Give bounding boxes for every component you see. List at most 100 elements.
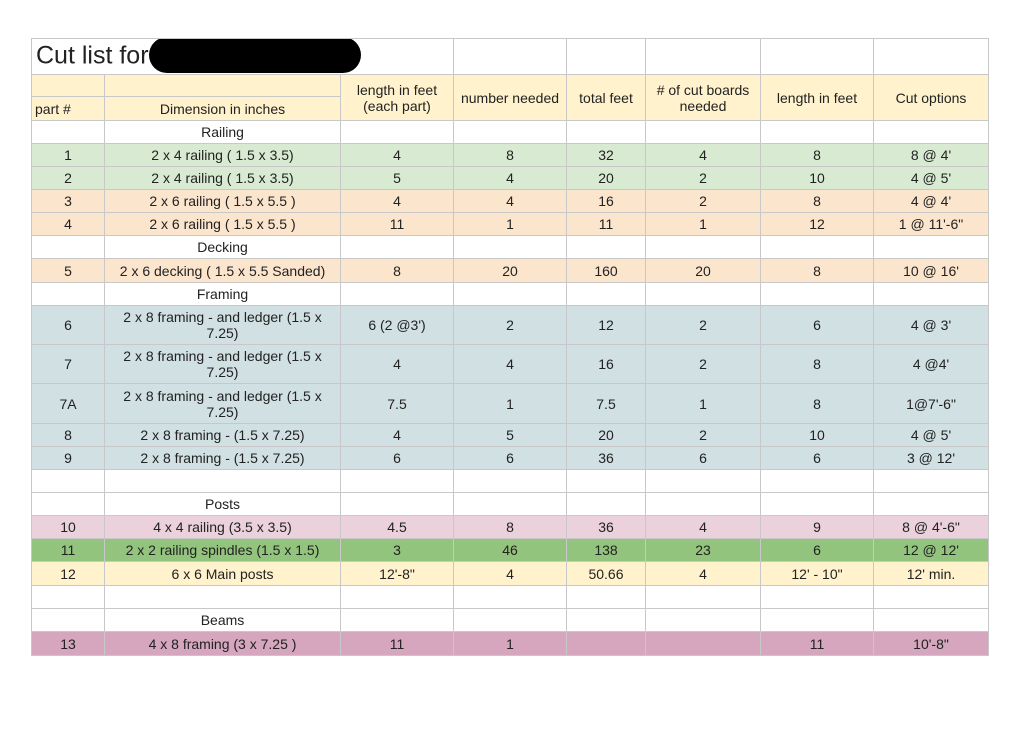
table-cell: 8 (340, 258, 454, 283)
table-cell: 4 @ 5' (873, 423, 989, 447)
sheet-title: Cut list for (31, 38, 454, 75)
table-cell: 4 (340, 143, 454, 167)
table-cell: 4 (340, 423, 454, 447)
table-cell: 12 (760, 212, 874, 236)
table-cell: 6 (31, 305, 105, 345)
table-cell: 8 (760, 383, 874, 424)
table-cell: 7.5 (340, 383, 454, 424)
table-cell: 7A (31, 383, 105, 424)
table-cell: 12 (31, 561, 105, 586)
table-cell: 46 (453, 538, 567, 562)
table-cell: 4 (453, 561, 567, 586)
table-cell: 4 (31, 212, 105, 236)
table-cell: 6 x 6 Main posts (104, 561, 341, 586)
table-cell: 1 (645, 212, 761, 236)
header-number-needed: number needed (453, 74, 567, 121)
empty-row (31, 469, 989, 493)
table-cell: 1 (31, 143, 105, 167)
cut-list-table: Cut list for length in feet (each part) … (31, 38, 989, 656)
table-cell: 4 (340, 189, 454, 213)
section-row: Railing (31, 120, 989, 144)
table-cell: 12' min. (873, 561, 989, 586)
table-cell: 11 (760, 631, 874, 656)
empty-row (31, 585, 989, 609)
table-cell: 8 (760, 189, 874, 213)
table-cell: 1@7'-6" (873, 383, 989, 424)
table-cell: 9 (760, 515, 874, 539)
table-cell: 4 (645, 515, 761, 539)
header-cut-options: Cut options (873, 74, 989, 121)
table-cell: 8 @ 4' (873, 143, 989, 167)
table-row: 13 4 x 8 framing (3 x 7.25 ) 11 1 11 10'-8" (31, 631, 989, 656)
table-cell: 16 (566, 189, 646, 213)
table-cell: 4 (645, 143, 761, 167)
table-cell: 4 (453, 344, 567, 384)
table-cell: 4 @ 3' (873, 305, 989, 345)
section-beams: Beams (104, 608, 341, 632)
table-cell: 4 (453, 166, 567, 190)
table-cell: 2 x 6 railing ( 1.5 x 5.5 ) (104, 212, 341, 236)
table-cell: 9 (31, 446, 105, 470)
table-cell: 1 (453, 631, 567, 656)
table-cell: 3 (340, 538, 454, 562)
table-cell: 11 (566, 212, 646, 236)
table-cell: 20 (645, 258, 761, 283)
table-cell: 6 (760, 446, 874, 470)
table-cell: 7 (31, 344, 105, 384)
table-cell: 4 (453, 189, 567, 213)
table-cell: 12 (566, 305, 646, 345)
section-decking: Decking (104, 235, 341, 259)
table-cell: 6 (340, 446, 454, 470)
table-cell: 10 (31, 515, 105, 539)
table-cell: 4 (645, 561, 761, 586)
table-cell: 20 (566, 166, 646, 190)
table-cell: 2 x 4 railing ( 1.5 x 3.5) (104, 143, 341, 167)
redacted-name (148, 39, 361, 73)
table-cell: 2 x 8 framing - and ledger (1.5 x 7.25) (104, 344, 341, 384)
table-cell: 4 @4' (873, 344, 989, 384)
table-cell: 2 x 2 railing spindles (1.5 x 1.5) (104, 538, 341, 562)
table-cell: 20 (566, 423, 646, 447)
table-cell: 5 (340, 166, 454, 190)
header-row-2: part # Dimension in inches (31, 96, 989, 121)
table-cell: 13 (31, 631, 105, 656)
table-cell: 2 (645, 189, 761, 213)
table-cell: 20 (453, 258, 567, 283)
table-cell: 8 (31, 423, 105, 447)
section-row: Posts (31, 492, 989, 516)
table-cell: 6 (760, 305, 874, 345)
title-text: Cut list for (36, 41, 149, 70)
section-posts: Posts (104, 492, 341, 516)
header-length-each: length in feet (each part) (340, 74, 454, 121)
table-cell: 11 (340, 631, 454, 656)
table-cell: 10 (760, 166, 874, 190)
header-total-feet: total feet (566, 74, 646, 121)
table-cell: 36 (566, 446, 646, 470)
table-cell: 10 (760, 423, 874, 447)
table-cell: 6 (760, 538, 874, 562)
table-cell: 2 x 8 framing - and ledger (1.5 x 7.25) (104, 305, 341, 345)
table-cell: 2 x 6 decking ( 1.5 x 5.5 Sanded) (104, 258, 341, 283)
table-cell: 4 (340, 344, 454, 384)
table-cell: 4 x 4 railing (3.5 x 3.5) (104, 515, 341, 539)
table-cell (645, 631, 761, 656)
table-cell: 2 (31, 166, 105, 190)
table-row: 11 2 x 2 railing spindles (1.5 x 1.5) 3 46 1… (31, 538, 989, 562)
section-row: Framing (31, 282, 989, 306)
table-cell: 1 (453, 383, 567, 424)
table-cell: 6 (645, 446, 761, 470)
table-cell: 11 (340, 212, 454, 236)
table-cell: 2 x 4 railing ( 1.5 x 3.5) (104, 166, 341, 190)
table-cell: 8 (453, 143, 567, 167)
table-cell: 2 (453, 305, 567, 345)
table-cell: 2 x 8 framing - (1.5 x 7.25) (104, 423, 341, 447)
header-dimension: Dimension in inches (104, 96, 341, 121)
table-cell: 138 (566, 538, 646, 562)
table-cell: 6 (453, 446, 567, 470)
table-cell: 3 @ 12' (873, 446, 989, 470)
